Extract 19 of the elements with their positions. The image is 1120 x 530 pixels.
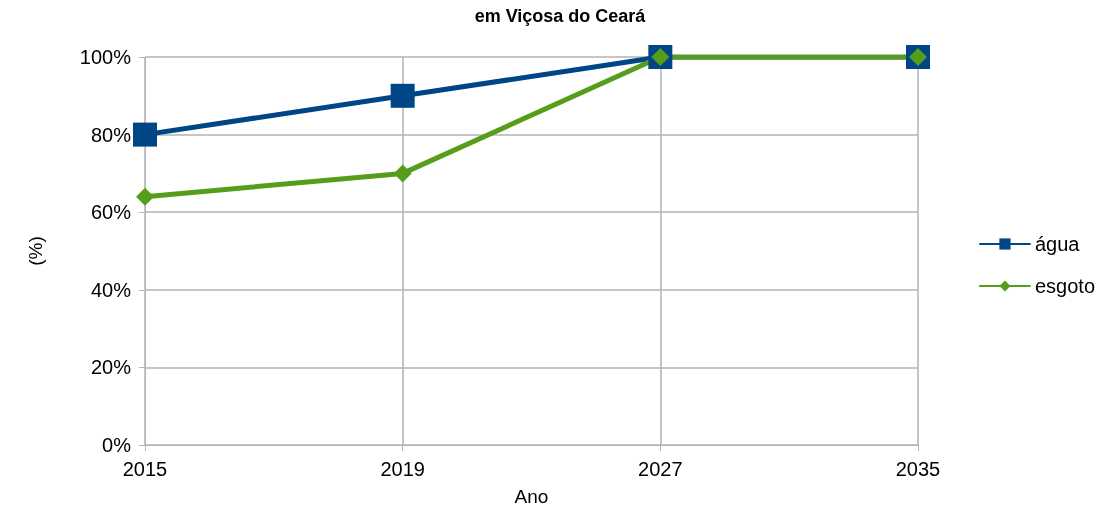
- y-tick-label: 80%: [90, 123, 132, 146]
- chart-title: em Viçosa do Ceará: [474, 6, 647, 26]
- point: [136, 187, 154, 206]
- point: [390, 83, 415, 108]
- y-axis-title: (%): [25, 236, 46, 266]
- x-tick-label: 2035: [895, 458, 941, 480]
- x-axis-title: Ano: [514, 486, 549, 507]
- legend-label: água: [1034, 233, 1081, 255]
- x-tick-label: 2015: [122, 458, 168, 480]
- y-tick-label: 0%: [102, 434, 132, 456]
- x-tick-label: 2019: [380, 458, 425, 480]
- y-tick-label: 100%: [79, 46, 132, 68]
- point: [133, 122, 157, 147]
- point: [393, 164, 412, 183]
- legend-label: esgoto: [1034, 275, 1096, 297]
- y-tick-label: 60%: [90, 201, 132, 224]
- y-tick-label: 20%: [90, 356, 132, 379]
- x-tick-label: 2027: [638, 458, 683, 480]
- y-tick-label: 40%: [90, 278, 132, 301]
